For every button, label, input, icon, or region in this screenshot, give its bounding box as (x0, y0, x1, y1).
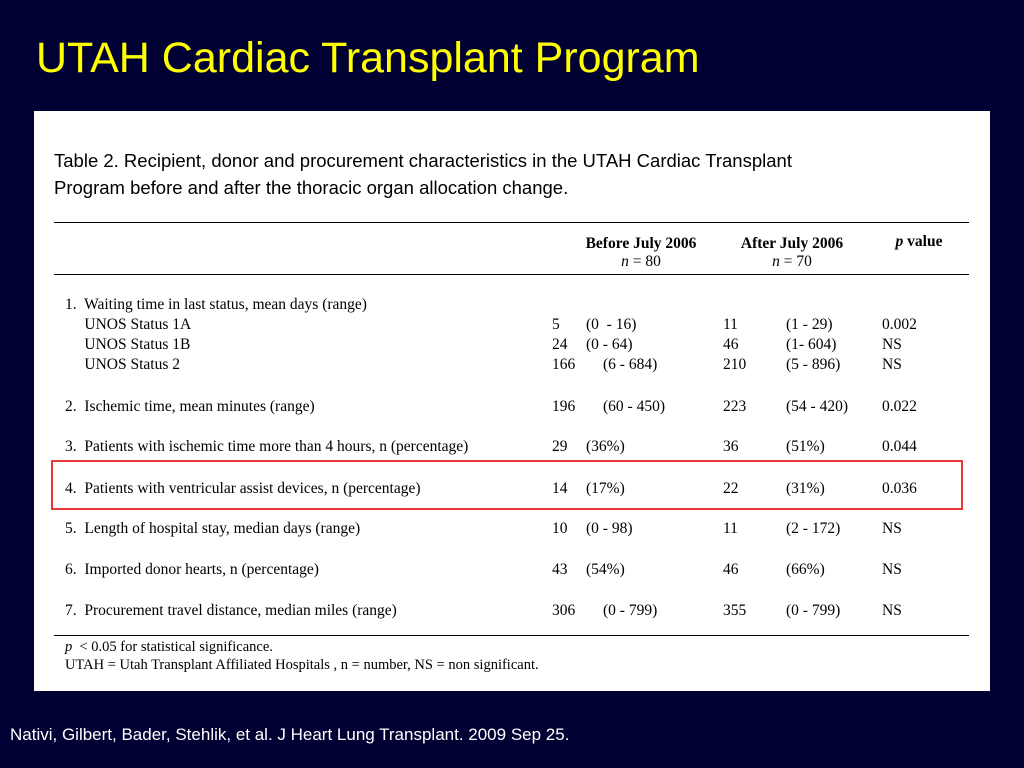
header-pvalue: p value (869, 233, 969, 251)
footnote-p-symbol: p (65, 639, 73, 655)
row-label: 5. Length of hospital stay, median days … (65, 520, 361, 537)
p-value: NS (882, 520, 902, 537)
header-before: Before July 2006 n = 80 (546, 235, 736, 271)
slide-title: UTAH Cardiac Transplant Program (36, 34, 700, 82)
p-value: NS (882, 336, 902, 353)
after-value: 22 (723, 480, 739, 497)
header-before-n-symbol: n (621, 253, 629, 270)
header-before-n: n = 80 (546, 253, 736, 271)
after-value: 46 (723, 336, 739, 353)
before-range: (0 - 16) (586, 316, 637, 333)
row-label: UNOS Status 2 (65, 356, 180, 373)
header-after-label: After July 2006 (740, 235, 844, 252)
before-range: (0 - 799) (603, 602, 658, 619)
after-range: (54 - 420) (786, 398, 848, 415)
footnote-abbreviations: UTAH = Utah Transplant Affiliated Hospit… (65, 657, 539, 673)
row-label: 2. Ischemic time, mean minutes (range) (65, 398, 315, 415)
p-value: 0.002 (882, 316, 917, 333)
row-label: 6. Imported donor hearts, n (percentage) (65, 561, 319, 578)
before-value: 10 (552, 520, 568, 537)
row-label: 1. Waiting time in last status, mean day… (65, 296, 367, 313)
before-value: 166 (552, 356, 576, 373)
after-range: (1- 604) (786, 336, 837, 353)
before-value: 29 (552, 438, 568, 455)
before-range: (0 - 64) (586, 336, 633, 353)
table-caption-line-2: Program before and after the thoracic or… (54, 177, 569, 198)
p-value: NS (882, 356, 902, 373)
before-range: (54%) (586, 561, 625, 578)
after-range: (1 - 29) (786, 316, 833, 333)
before-value: 43 (552, 561, 568, 578)
highlight-box (51, 460, 963, 510)
header-pvalue-label: value (903, 233, 943, 250)
before-range: (36%) (586, 438, 625, 455)
after-range: (0 - 799) (786, 602, 841, 619)
footnote-significance-text: < 0.05 for statistical significance. (72, 639, 273, 655)
row-label: 7. Procurement travel distance, median m… (65, 602, 397, 619)
before-range: (6 - 684) (603, 356, 658, 373)
header-after-n: n = 70 (697, 253, 887, 271)
after-range: (66%) (786, 561, 825, 578)
after-range: (5 - 896) (786, 356, 841, 373)
after-value: 223 (723, 398, 747, 415)
after-value: 46 (723, 561, 739, 578)
after-value: 11 (723, 316, 738, 333)
row-label: 4. Patients with ventricular assist devi… (65, 480, 421, 497)
row-label: 3. Patients with ischemic time more than… (65, 438, 469, 455)
header-before-label: Before July 2006 (585, 235, 697, 252)
before-value: 24 (552, 336, 568, 353)
p-value: NS (882, 561, 902, 578)
after-value: 355 (723, 602, 747, 619)
footnote-significance: p < 0.05 for statistical significance. (65, 638, 273, 656)
table-caption-line-1: Table 2. Recipient, donor and procuremen… (54, 150, 792, 171)
after-value: 11 (723, 520, 738, 537)
row-label: UNOS Status 1B (65, 336, 191, 353)
before-value: 14 (552, 480, 568, 497)
header-pvalue-symbol: p (895, 233, 904, 250)
before-range: (17%) (586, 480, 625, 497)
p-value: 0.022 (882, 398, 917, 415)
p-value: 0.036 (882, 480, 917, 497)
header-before-n-value: = 80 (628, 253, 661, 270)
after-range: (51%) (786, 438, 825, 455)
header-after-n-symbol: n (772, 253, 780, 270)
row-label: UNOS Status 1A (65, 316, 192, 333)
before-value: 5 (552, 316, 560, 333)
before-range: (60 - 450) (603, 398, 665, 415)
header-after: After July 2006 n = 70 (697, 235, 887, 271)
before-value: 196 (552, 398, 576, 415)
before-value: 306 (552, 602, 576, 619)
citation: Nativi, Gilbert, Bader, Stehlik, et al. … (10, 725, 570, 744)
after-range: (2 - 172) (786, 520, 841, 537)
after-range: (31%) (786, 480, 825, 497)
table-header-rule (54, 274, 969, 275)
table-top-rule (54, 222, 969, 223)
after-value: 36 (723, 438, 739, 455)
table-panel: Table 2. Recipient, donor and procuremen… (34, 111, 990, 691)
p-value: NS (882, 602, 902, 619)
header-after-n-value: = 70 (779, 253, 812, 270)
table-caption: Table 2. Recipient, donor and procuremen… (54, 147, 974, 201)
after-value: 210 (723, 356, 747, 373)
p-value: 0.044 (882, 438, 917, 455)
before-range: (0 - 98) (586, 520, 633, 537)
table-bottom-rule (54, 635, 969, 636)
